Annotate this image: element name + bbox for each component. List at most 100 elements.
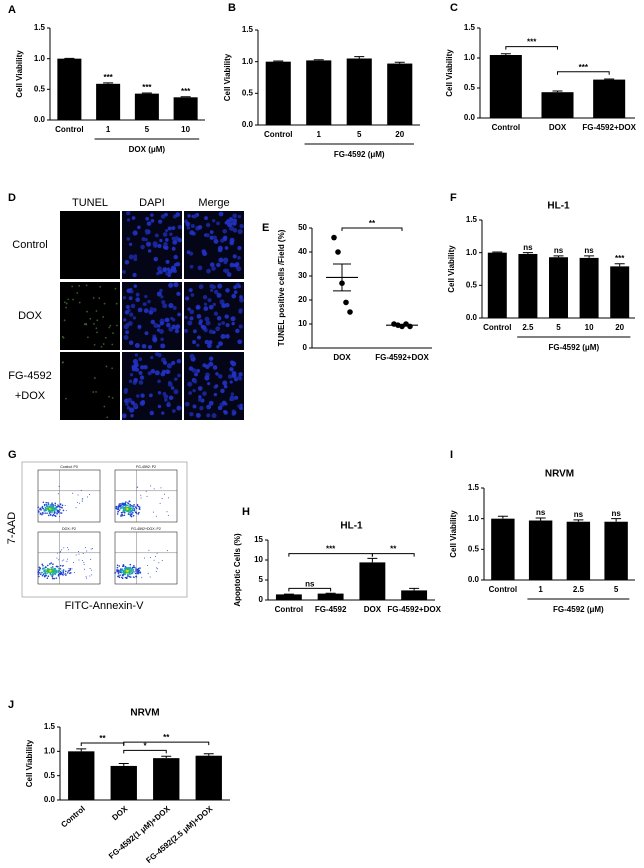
flow-event bbox=[78, 502, 80, 504]
nucleus bbox=[171, 226, 176, 231]
flow-event bbox=[83, 561, 85, 563]
y-tick-label: 0.0 bbox=[466, 313, 478, 322]
x-tick-label: 5 bbox=[556, 323, 561, 332]
y-tick-label: 1.5 bbox=[468, 483, 480, 492]
error-bar bbox=[522, 252, 533, 254]
bar bbox=[549, 257, 568, 318]
nucleus bbox=[206, 343, 212, 349]
flow-event bbox=[138, 572, 140, 574]
flow-event bbox=[139, 572, 142, 574]
nucleus bbox=[225, 302, 230, 308]
nucleus bbox=[196, 313, 202, 319]
nucleus bbox=[141, 343, 147, 349]
flow-event bbox=[60, 573, 63, 575]
nucleus bbox=[157, 391, 162, 395]
flow-event bbox=[54, 507, 57, 509]
nucleus bbox=[208, 361, 214, 367]
flow-event bbox=[138, 508, 141, 510]
nucleus bbox=[235, 328, 240, 334]
nucleus bbox=[189, 411, 194, 417]
nucleus bbox=[212, 330, 216, 334]
nucleus bbox=[164, 398, 168, 402]
point bbox=[331, 234, 337, 241]
flow-event bbox=[51, 505, 53, 508]
nucleus bbox=[133, 284, 138, 288]
nucleus bbox=[229, 367, 234, 372]
nucleus bbox=[233, 290, 238, 295]
nucleus bbox=[208, 400, 214, 406]
nucleus bbox=[173, 389, 179, 395]
flow-event bbox=[44, 506, 47, 509]
flow-event bbox=[61, 565, 64, 567]
y-tick-label: 1.0 bbox=[464, 53, 476, 62]
flow-event bbox=[49, 509, 51, 511]
nucleus bbox=[187, 381, 193, 387]
significance: *** bbox=[181, 87, 191, 96]
nucleus bbox=[238, 309, 243, 314]
nucleus bbox=[210, 288, 214, 293]
nucleus bbox=[216, 315, 222, 321]
row-label: +DOX bbox=[15, 390, 46, 402]
nucleus bbox=[126, 210, 131, 216]
y-tick-label: 1.0 bbox=[44, 746, 56, 755]
nucleus bbox=[227, 374, 233, 379]
flow-event bbox=[160, 487, 162, 489]
nucleus bbox=[145, 217, 149, 221]
flow-event bbox=[77, 494, 79, 496]
flow-event bbox=[89, 494, 91, 496]
flow-event bbox=[51, 502, 53, 505]
flow-event bbox=[134, 511, 137, 513]
nucleus bbox=[156, 271, 160, 276]
flow-event bbox=[132, 514, 135, 517]
nucleus bbox=[128, 379, 133, 383]
nucleus bbox=[193, 372, 199, 377]
nucleus bbox=[133, 377, 138, 383]
flow-event bbox=[91, 569, 93, 571]
nucleus bbox=[167, 226, 172, 231]
comparison-bracket bbox=[505, 46, 558, 50]
nucleus bbox=[150, 219, 155, 223]
nucleus bbox=[237, 229, 243, 235]
row-label: Control bbox=[12, 239, 47, 251]
column-label: Merge bbox=[198, 197, 229, 209]
nucleus bbox=[116, 324, 118, 327]
nucleus bbox=[143, 308, 149, 314]
flow-event bbox=[61, 560, 63, 562]
nucleus bbox=[205, 320, 211, 326]
x-tick-label: Control bbox=[59, 804, 87, 829]
nucleus bbox=[197, 225, 203, 230]
nucleus bbox=[233, 285, 237, 290]
micrograph bbox=[121, 352, 182, 420]
y-tick-label: 0 bbox=[303, 343, 308, 352]
flow-event bbox=[116, 564, 119, 567]
flow-event bbox=[126, 506, 129, 509]
nucleus bbox=[152, 336, 158, 342]
flow-event bbox=[58, 485, 60, 487]
error-bar bbox=[76, 748, 87, 752]
significance: *** bbox=[142, 83, 152, 92]
nucleus bbox=[221, 321, 226, 325]
x-tick-label: 10 bbox=[585, 323, 594, 332]
comparison-label: * bbox=[143, 741, 147, 750]
flow-event bbox=[71, 568, 73, 570]
flow-event bbox=[130, 515, 133, 518]
nucleus bbox=[159, 288, 163, 293]
flow-event bbox=[57, 565, 59, 568]
nucleus bbox=[204, 375, 210, 381]
y-tick-label: 1.0 bbox=[34, 54, 46, 63]
nucleus bbox=[192, 214, 197, 219]
flow-event bbox=[120, 511, 123, 514]
column-label: TUNEL bbox=[72, 197, 108, 209]
nucleus bbox=[147, 249, 152, 253]
nucleus bbox=[225, 323, 230, 328]
nucleus bbox=[166, 322, 171, 328]
nucleus bbox=[147, 344, 153, 350]
nucleus bbox=[176, 358, 182, 364]
y-tick-label: 5 bbox=[259, 575, 264, 584]
x-tick-label: FG-4592+DOX bbox=[375, 353, 429, 362]
flow-event bbox=[119, 505, 122, 508]
flow-event bbox=[135, 570, 137, 572]
flow-event bbox=[89, 568, 91, 570]
flow-event bbox=[45, 509, 48, 512]
flow-event bbox=[121, 502, 124, 505]
